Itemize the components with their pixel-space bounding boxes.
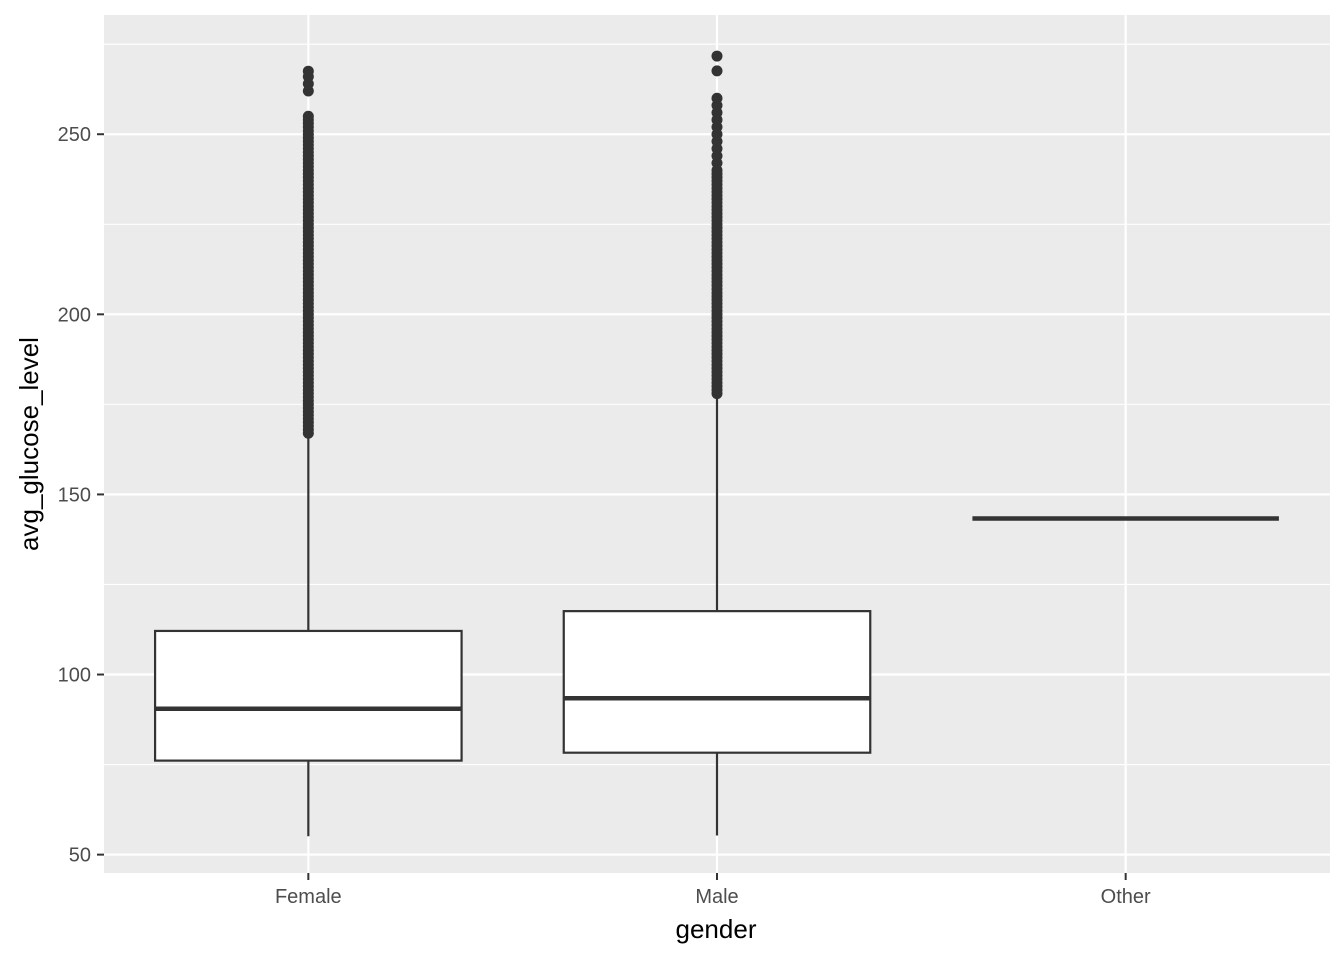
outlier-point bbox=[302, 110, 314, 122]
outlier-point bbox=[711, 65, 723, 77]
outlier-point bbox=[711, 50, 723, 62]
y-tick-label: 200 bbox=[58, 304, 91, 326]
outlier-point bbox=[302, 65, 314, 77]
iqr-box bbox=[153, 629, 463, 762]
y-tick-label: 150 bbox=[58, 484, 91, 506]
boxes bbox=[153, 50, 1279, 837]
y-axis-title: avg_glucose_level bbox=[14, 337, 44, 551]
x-tick-label: Female bbox=[275, 886, 342, 908]
iqr-box bbox=[562, 610, 872, 754]
y-tick-label: 250 bbox=[58, 124, 91, 146]
x-tick-label: Other bbox=[1101, 886, 1151, 908]
y-axis: 50 100 150 200 250 bbox=[58, 124, 104, 867]
box-female bbox=[153, 65, 463, 837]
y-tick-label: 100 bbox=[58, 665, 91, 687]
x-axis-title: gender bbox=[676, 914, 757, 944]
outlier-point bbox=[711, 92, 723, 104]
x-tick-label: Male bbox=[695, 886, 738, 908]
y-tick-label: 50 bbox=[69, 845, 91, 867]
box-male bbox=[562, 50, 872, 836]
x-axis: Female Male Other bbox=[275, 873, 1151, 908]
